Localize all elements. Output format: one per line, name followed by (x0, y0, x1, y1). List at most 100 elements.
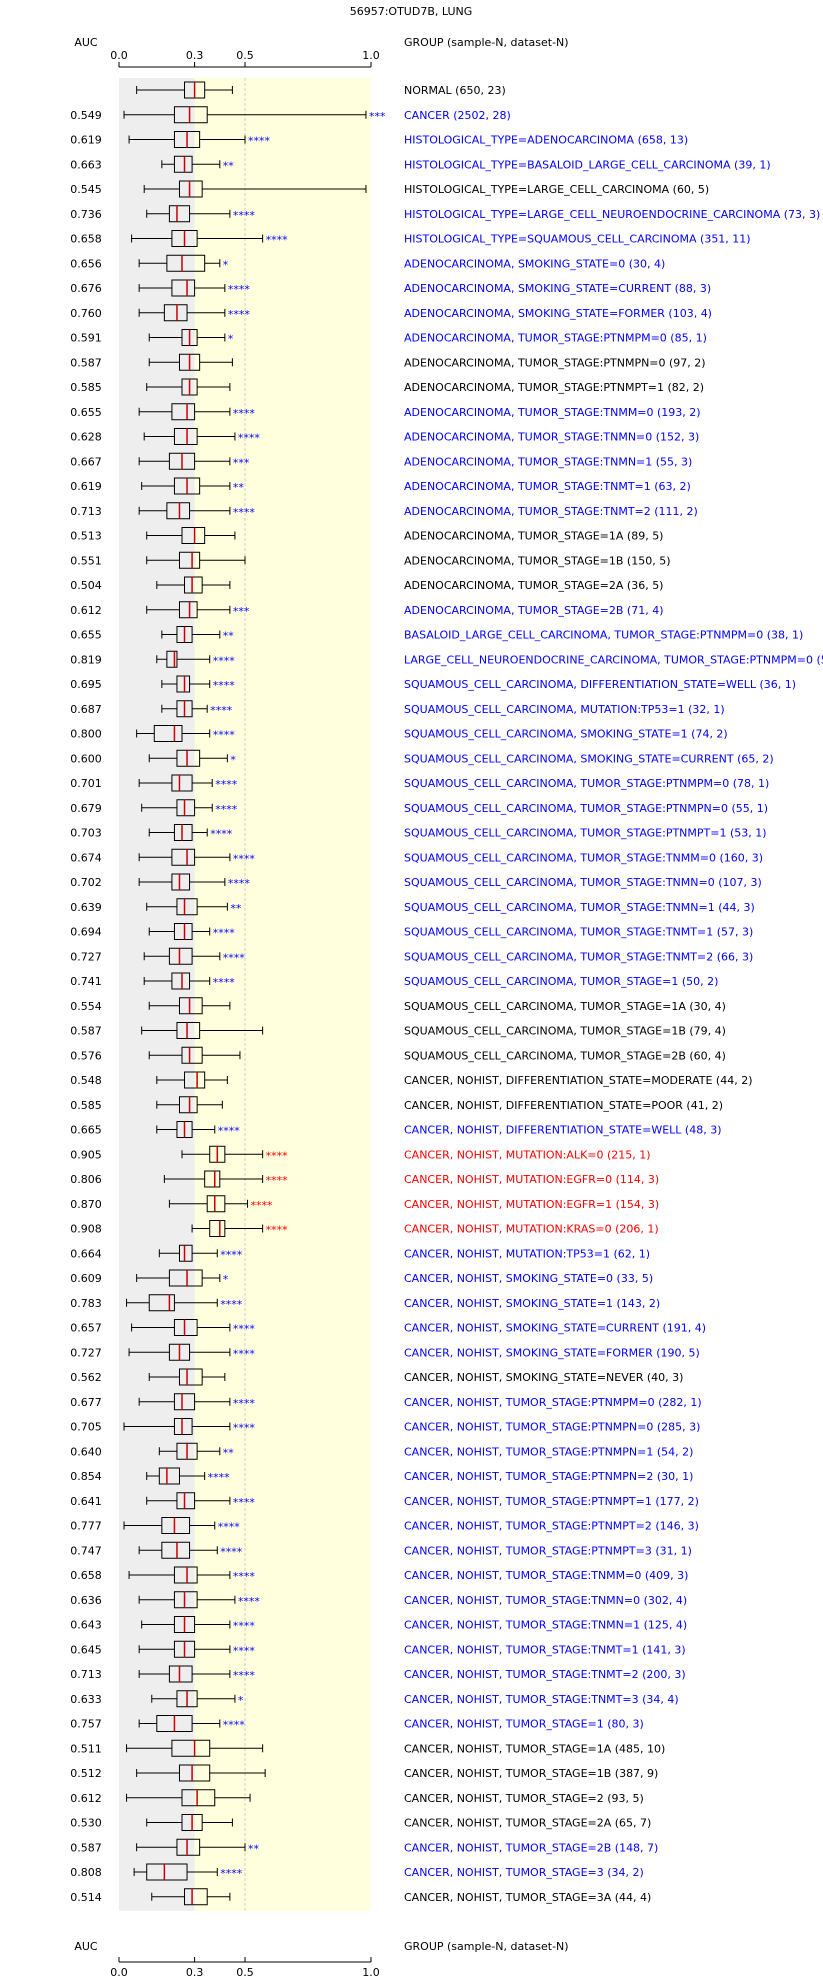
significance-stars: **** (233, 1669, 256, 1682)
auc-value: 0.908 (70, 1223, 102, 1236)
iqr-box (178, 1368, 203, 1386)
iqr-box (206, 1195, 226, 1213)
boxplot-row: 0.612 *** ADENOCARCINOMA, TUMOR_STAGE=2B (… (70, 601, 664, 619)
significance-stars: **** (228, 877, 251, 890)
group-label: SQUAMOUS_CELL_CARCINOMA, TUMOR_STAGE:PTN… (404, 802, 768, 815)
auc-value: 0.757 (70, 1718, 102, 1731)
group-label: ADENOCARCINOMA, TUMOR_STAGE:PTNMPM=0 (85… (404, 332, 707, 345)
significance-stars: **** (228, 283, 251, 296)
boxplot-row: 0.576 SQUAMOUS_CELL_CARCINOMA, TUMOR_STAG… (70, 1046, 726, 1064)
group-label: CANCER, NOHIST, MUTATION:KRAS=0 (206, 1) (404, 1223, 659, 1236)
significance-stars: **** (266, 1149, 289, 1162)
group-label: CANCER, NOHIST, MUTATION:ALK=0 (215, 1) (404, 1148, 651, 1161)
auc-value: 0.656 (70, 257, 102, 270)
iqr-box (176, 1492, 196, 1510)
group-label: ADENOCARCINOMA, TUMOR_STAGE:TNMT=2 (111,… (404, 505, 698, 518)
boxplot-row: 0.633 * CANCER, NOHIST, TUMOR_STAGE:TNMT=3… (70, 1690, 679, 1708)
iqr-box (178, 551, 201, 569)
significance-stars: **** (220, 1867, 243, 1880)
iqr-box (204, 1170, 221, 1188)
chart-title: 56957:OTUD7B, LUNG (350, 5, 473, 18)
auc-value: 0.695 (70, 678, 102, 691)
iqr-box (173, 824, 193, 841)
group-label: SQUAMOUS_CELL_CARCINOMA, TUMOR_STAGE:TNM… (404, 901, 755, 914)
boxplot-row: 0.870 **** CANCER, NOHIST, MUTATION:EGFR=1… (70, 1195, 659, 1213)
boxplot-row: 0.612 CANCER, NOHIST, TUMOR_STAGE=2 (93, … (70, 1789, 644, 1807)
auc-value: 0.703 (70, 827, 102, 840)
group-label: ADENOCARCINOMA, SMOKING_STATE=FORMER (10… (404, 307, 712, 320)
group-label: SQUAMOUS_CELL_CARCINOMA, SMOKING_STATE=1… (404, 728, 728, 741)
boxplot-row: 0.727 **** CANCER, NOHIST, SMOKING_STATE=F… (70, 1343, 700, 1361)
boxplot-row: 0.587 ** CANCER, NOHIST, TUMOR_STAGE=2B (1… (70, 1838, 658, 1856)
significance-stars: **** (233, 1347, 256, 1360)
significance-stars: **** (210, 828, 233, 841)
boxplot-row: 0.641 **** CANCER, NOHIST, TUMOR_STAGE:PTN… (70, 1492, 699, 1510)
group-label: CANCER, NOHIST, DIFFERENTIATION_STATE=WE… (404, 1124, 721, 1137)
iqr-box (176, 675, 191, 693)
normal-region (119, 78, 195, 1911)
group-label: CANCER, NOHIST, TUMOR_STAGE=1 (80, 3) (404, 1718, 644, 1731)
auc-value: 0.664 (70, 1247, 102, 1260)
group-label: ADENOCARCINOMA, TUMOR_STAGE:TNMM=0 (193,… (404, 406, 701, 419)
significance-stars: **** (233, 506, 256, 519)
auc-value: 0.587 (70, 1025, 102, 1038)
boxplot-row: 0.548 CANCER, NOHIST, DIFFERENTIATION_STA… (70, 1071, 753, 1089)
significance-stars: **** (233, 1620, 256, 1633)
significance-stars: *** (369, 110, 386, 123)
axis-tick-label: 1.0 (362, 49, 380, 62)
group-label: HISTOLOGICAL_TYPE=SQUAMOUS_CELL_CARCINOM… (404, 233, 751, 246)
significance-stars: *** (233, 605, 250, 618)
auc-value: 0.679 (70, 802, 102, 815)
group-label: CANCER, NOHIST, TUMOR_STAGE:PTNMPM=0 (28… (404, 1396, 702, 1409)
iqr-box (148, 1294, 175, 1312)
iqr-box (178, 997, 203, 1015)
auc-value: 0.854 (70, 1470, 102, 1483)
boxplot-row: 0.664 **** CANCER, NOHIST, MUTATION:TP53=1… (70, 1244, 650, 1262)
boxplot-row: 0.513 ADENOCARCINOMA, TUMOR_STAGE=1A (89,… (70, 527, 663, 544)
iqr-box (171, 1739, 211, 1757)
iqr-box (181, 1789, 216, 1807)
iqr-box (161, 1517, 191, 1534)
boxplot-row: 0.551 ADENOCARCINOMA, TUMOR_STAGE=1B (150… (70, 551, 671, 569)
auc-value: 0.640 (70, 1445, 102, 1458)
axis-tick-label: 0.0 (110, 49, 128, 62)
significance-stars: **** (238, 432, 260, 445)
significance-stars: * (230, 753, 236, 766)
auc-value: 0.549 (70, 109, 102, 122)
auc-value: 0.713 (70, 1668, 102, 1681)
significance-stars: **** (220, 1298, 243, 1311)
iqr-box (166, 254, 206, 272)
boxplot-row: 0.609 * CANCER, NOHIST, SMOKING_STATE=0 (3… (70, 1269, 653, 1287)
boxplot-row: 0.628 **** ADENOCARCINOMA, TUMOR_STAGE:TNM… (70, 428, 699, 445)
group-label: CANCER (2502, 28) (404, 109, 511, 122)
auc-value: 0.705 (70, 1421, 102, 1434)
boxplot-row: 0.585 CANCER, NOHIST, DIFFERENTIATION_STA… (70, 1096, 723, 1114)
boxplot-row: 0.587 ADENOCARCINOMA, TUMOR_STAGE:PTNMPN=… (70, 353, 706, 371)
auc-value: 0.554 (70, 1000, 102, 1013)
group-label: CANCER, NOHIST, TUMOR_STAGE=1A (485, 10) (404, 1742, 665, 1755)
bottom-axis: 0.0 0.3 0.5 1.0 (110, 1957, 380, 1979)
significance-stars: **** (266, 234, 289, 247)
group-label: CANCER, NOHIST, TUMOR_STAGE=3 (34, 2) (404, 1866, 644, 1879)
group-label: SQUAMOUS_CELL_CARCINOMA, DIFFERENTIATION… (404, 678, 796, 691)
group-label: CANCER, NOHIST, TUMOR_STAGE=2 (93, 5) (404, 1792, 644, 1805)
auc-value: 0.713 (70, 505, 102, 518)
auc-value: 0.633 (70, 1693, 102, 1706)
iqr-box (178, 1764, 211, 1782)
auc-value: 0.619 (70, 480, 102, 493)
background-layer (119, 78, 371, 1911)
significance-stars: **** (218, 1521, 241, 1534)
significance-stars: **** (210, 704, 233, 717)
auc-value: 0.609 (70, 1272, 102, 1285)
auc-value: 0.585 (70, 1099, 102, 1112)
boxplot-row: 0.757 **** CANCER, NOHIST, TUMOR_STAGE=1 (… (70, 1715, 644, 1732)
group-label: BASALOID_LARGE_CELL_CARCINOMA, TUMOR_STA… (404, 629, 803, 642)
boxplot-row: 0.655 ** BASALOID_LARGE_CELL_CARCINOMA, TU… (70, 626, 803, 643)
group-label: CANCER, NOHIST, MUTATION:EGFR=1 (154, 3) (404, 1198, 659, 1211)
auc-value: 0.562 (70, 1371, 102, 1384)
significance-stars: **** (238, 1595, 260, 1608)
auc-value: 0.905 (70, 1148, 102, 1161)
boxplot-row: 0.808 **** CANCER, NOHIST, TUMOR_STAGE=3 (… (70, 1863, 644, 1881)
iqr-box (171, 774, 193, 792)
boxplot-row: 0.854 **** CANCER, NOHIST, TUMOR_STAGE:PTN… (70, 1467, 693, 1485)
